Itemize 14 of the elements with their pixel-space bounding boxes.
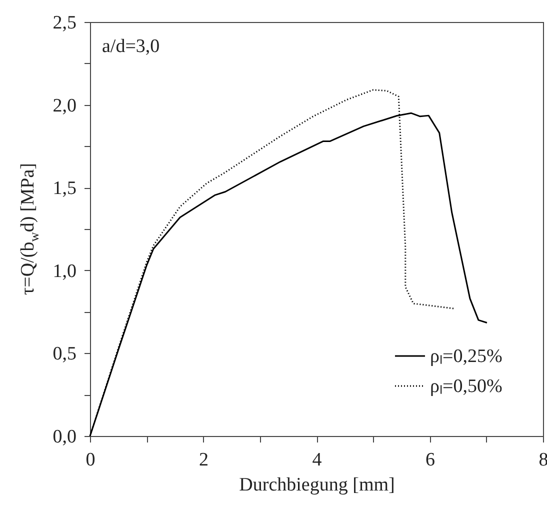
- x-tick-label: 0: [86, 450, 96, 470]
- y-tick-label: 1,0: [52, 260, 76, 282]
- x-tick-label: 4: [312, 450, 322, 470]
- legend-label: ρₗ=0,50%: [430, 376, 502, 397]
- y-tick-label: 1,5: [52, 178, 76, 200]
- y-tick-label: 2,5: [52, 12, 76, 34]
- y-tick-label: 0,0: [52, 426, 76, 448]
- y-tick-label: 2,0: [52, 95, 76, 116]
- legend-label: ρₗ=0,25%: [430, 346, 502, 367]
- x-tick-label: 6: [426, 450, 435, 470]
- annotation: a/d=3,0: [102, 36, 160, 57]
- y-tick-label: 0,5: [52, 344, 76, 365]
- x-tick-label: 2: [199, 450, 208, 470]
- x-axis-title: Durchbiegung [mm]: [239, 474, 395, 496]
